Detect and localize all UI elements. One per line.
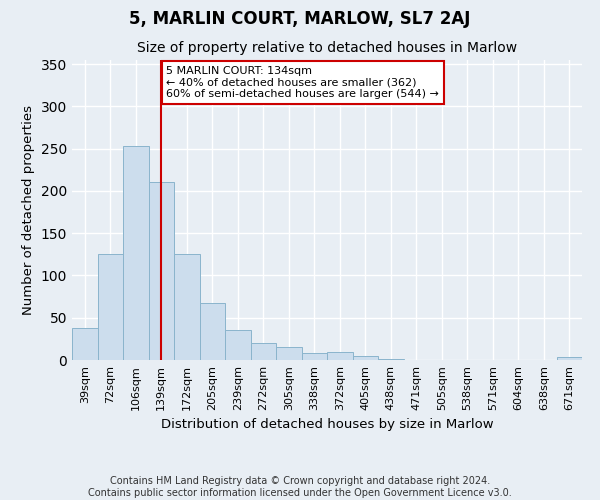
Bar <box>327 352 353 360</box>
Bar <box>378 359 404 360</box>
Bar <box>302 353 327 360</box>
X-axis label: Distribution of detached houses by size in Marlow: Distribution of detached houses by size … <box>161 418 493 432</box>
Text: 5 MARLIN COURT: 134sqm
← 40% of detached houses are smaller (362)
60% of semi-de: 5 MARLIN COURT: 134sqm ← 40% of detached… <box>166 66 439 99</box>
Bar <box>353 356 378 360</box>
Bar <box>251 343 276 360</box>
Bar <box>276 348 302 360</box>
Bar <box>149 182 174 360</box>
Bar <box>97 254 123 360</box>
Text: 5, MARLIN COURT, MARLOW, SL7 2AJ: 5, MARLIN COURT, MARLOW, SL7 2AJ <box>130 10 470 28</box>
Bar <box>225 330 251 360</box>
Title: Size of property relative to detached houses in Marlow: Size of property relative to detached ho… <box>137 40 517 54</box>
Bar <box>557 358 582 360</box>
Bar <box>72 328 97 360</box>
Bar <box>174 254 199 360</box>
Bar <box>123 146 149 360</box>
Text: Contains HM Land Registry data © Crown copyright and database right 2024.
Contai: Contains HM Land Registry data © Crown c… <box>88 476 512 498</box>
Y-axis label: Number of detached properties: Number of detached properties <box>22 105 35 315</box>
Bar <box>199 302 225 360</box>
